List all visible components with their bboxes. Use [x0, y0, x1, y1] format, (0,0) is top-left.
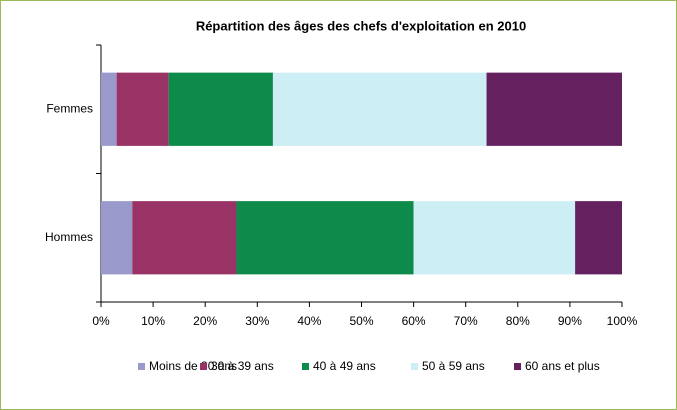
y-tick-label: Hommes: [45, 230, 93, 244]
legend-swatch: [200, 363, 207, 370]
bar-segment: [101, 201, 133, 275]
x-tick-label: 50%: [349, 314, 373, 328]
bar-segment: [575, 201, 622, 275]
legend-swatch: [138, 363, 145, 370]
bar-segment: [413, 201, 576, 275]
bar-segment: [116, 72, 169, 146]
chart-title: Répartition des âges des chefs d'exploit…: [196, 18, 526, 33]
bar-segment: [272, 72, 487, 146]
legend-label: 30 à 39 ans: [211, 359, 274, 373]
legend-label: Moins de 30 ans: [149, 359, 237, 373]
legend-label: 40 à 49 ans: [313, 359, 376, 373]
x-tick-label: 90%: [558, 314, 582, 328]
legend-swatch: [411, 363, 418, 370]
x-tick-label: 10%: [141, 314, 165, 328]
x-tick-label: 0%: [92, 314, 110, 328]
legend-label: 50 à 59 ans: [422, 359, 485, 373]
x-tick-label: 60%: [402, 314, 426, 328]
x-tick-label: 40%: [297, 314, 321, 328]
legend-swatch: [302, 363, 309, 370]
y-tick-label: Femmes: [46, 101, 93, 115]
bar-segment: [236, 201, 414, 275]
x-tick-label: 70%: [454, 314, 478, 328]
bar-segment: [101, 72, 117, 146]
bar-segment: [486, 72, 622, 146]
legend-swatch: [514, 363, 521, 370]
x-tick-label: 100%: [607, 314, 638, 328]
x-tick-label: 20%: [193, 314, 217, 328]
x-tick-label: 30%: [245, 314, 269, 328]
legend-label: 60 ans et plus: [525, 359, 600, 373]
x-tick-label: 80%: [506, 314, 530, 328]
bar-segment: [132, 201, 237, 275]
bar-segment: [168, 72, 273, 146]
